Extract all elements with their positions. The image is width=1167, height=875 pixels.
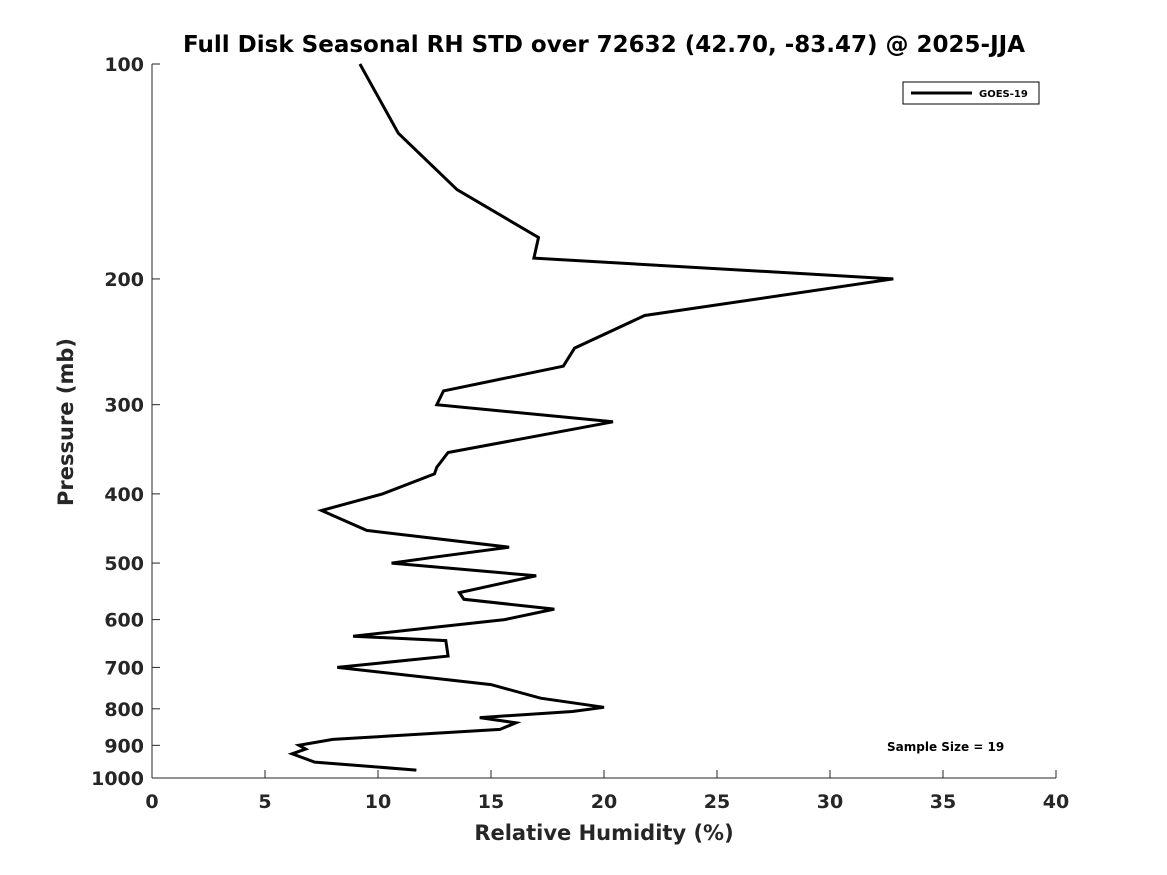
x-tick-label: 40 xyxy=(1043,791,1069,813)
x-tick-label: 15 xyxy=(478,791,504,813)
x-tick-label: 30 xyxy=(817,791,843,813)
sample-size-annotation: Sample Size = 19 xyxy=(887,740,1004,754)
legend: GOES-19 xyxy=(902,81,1040,105)
y-tick-label: 200 xyxy=(104,269,144,291)
x-tick-label: 10 xyxy=(365,791,391,813)
legend-entry-goes-19: GOES-19 xyxy=(979,89,1028,100)
y-tick-label: 600 xyxy=(104,610,144,632)
x-tick-label: 0 xyxy=(145,791,158,813)
x-axis-label: Relative Humidity (%) xyxy=(474,821,733,845)
y-tick-label: 700 xyxy=(104,657,144,679)
y-tick-label: 500 xyxy=(104,553,144,575)
ticks: 0 5 10 15 20 25 30 35 40 100 200 300 400 500 600 700 800… xyxy=(91,54,1069,813)
x-tick-label: 25 xyxy=(704,791,730,813)
y-tick-label: 1000 xyxy=(91,768,144,790)
x-tick-label: 20 xyxy=(591,791,617,813)
y-tick-label: 100 xyxy=(104,54,144,76)
series-line-goes-19 xyxy=(287,63,894,772)
y-tick-label: 900 xyxy=(104,735,144,757)
chart-title: Full Disk Seasonal RH STD over 72632 (42… xyxy=(183,32,1025,58)
y-axis-label: Pressure (mb) xyxy=(54,338,78,506)
x-tick-label: 5 xyxy=(258,791,271,813)
series-layer xyxy=(287,63,894,772)
y-tick-label: 400 xyxy=(104,484,144,506)
x-tick-label: 35 xyxy=(930,791,956,813)
y-tick-label: 300 xyxy=(104,395,144,417)
y-tick-label: 800 xyxy=(104,699,144,721)
